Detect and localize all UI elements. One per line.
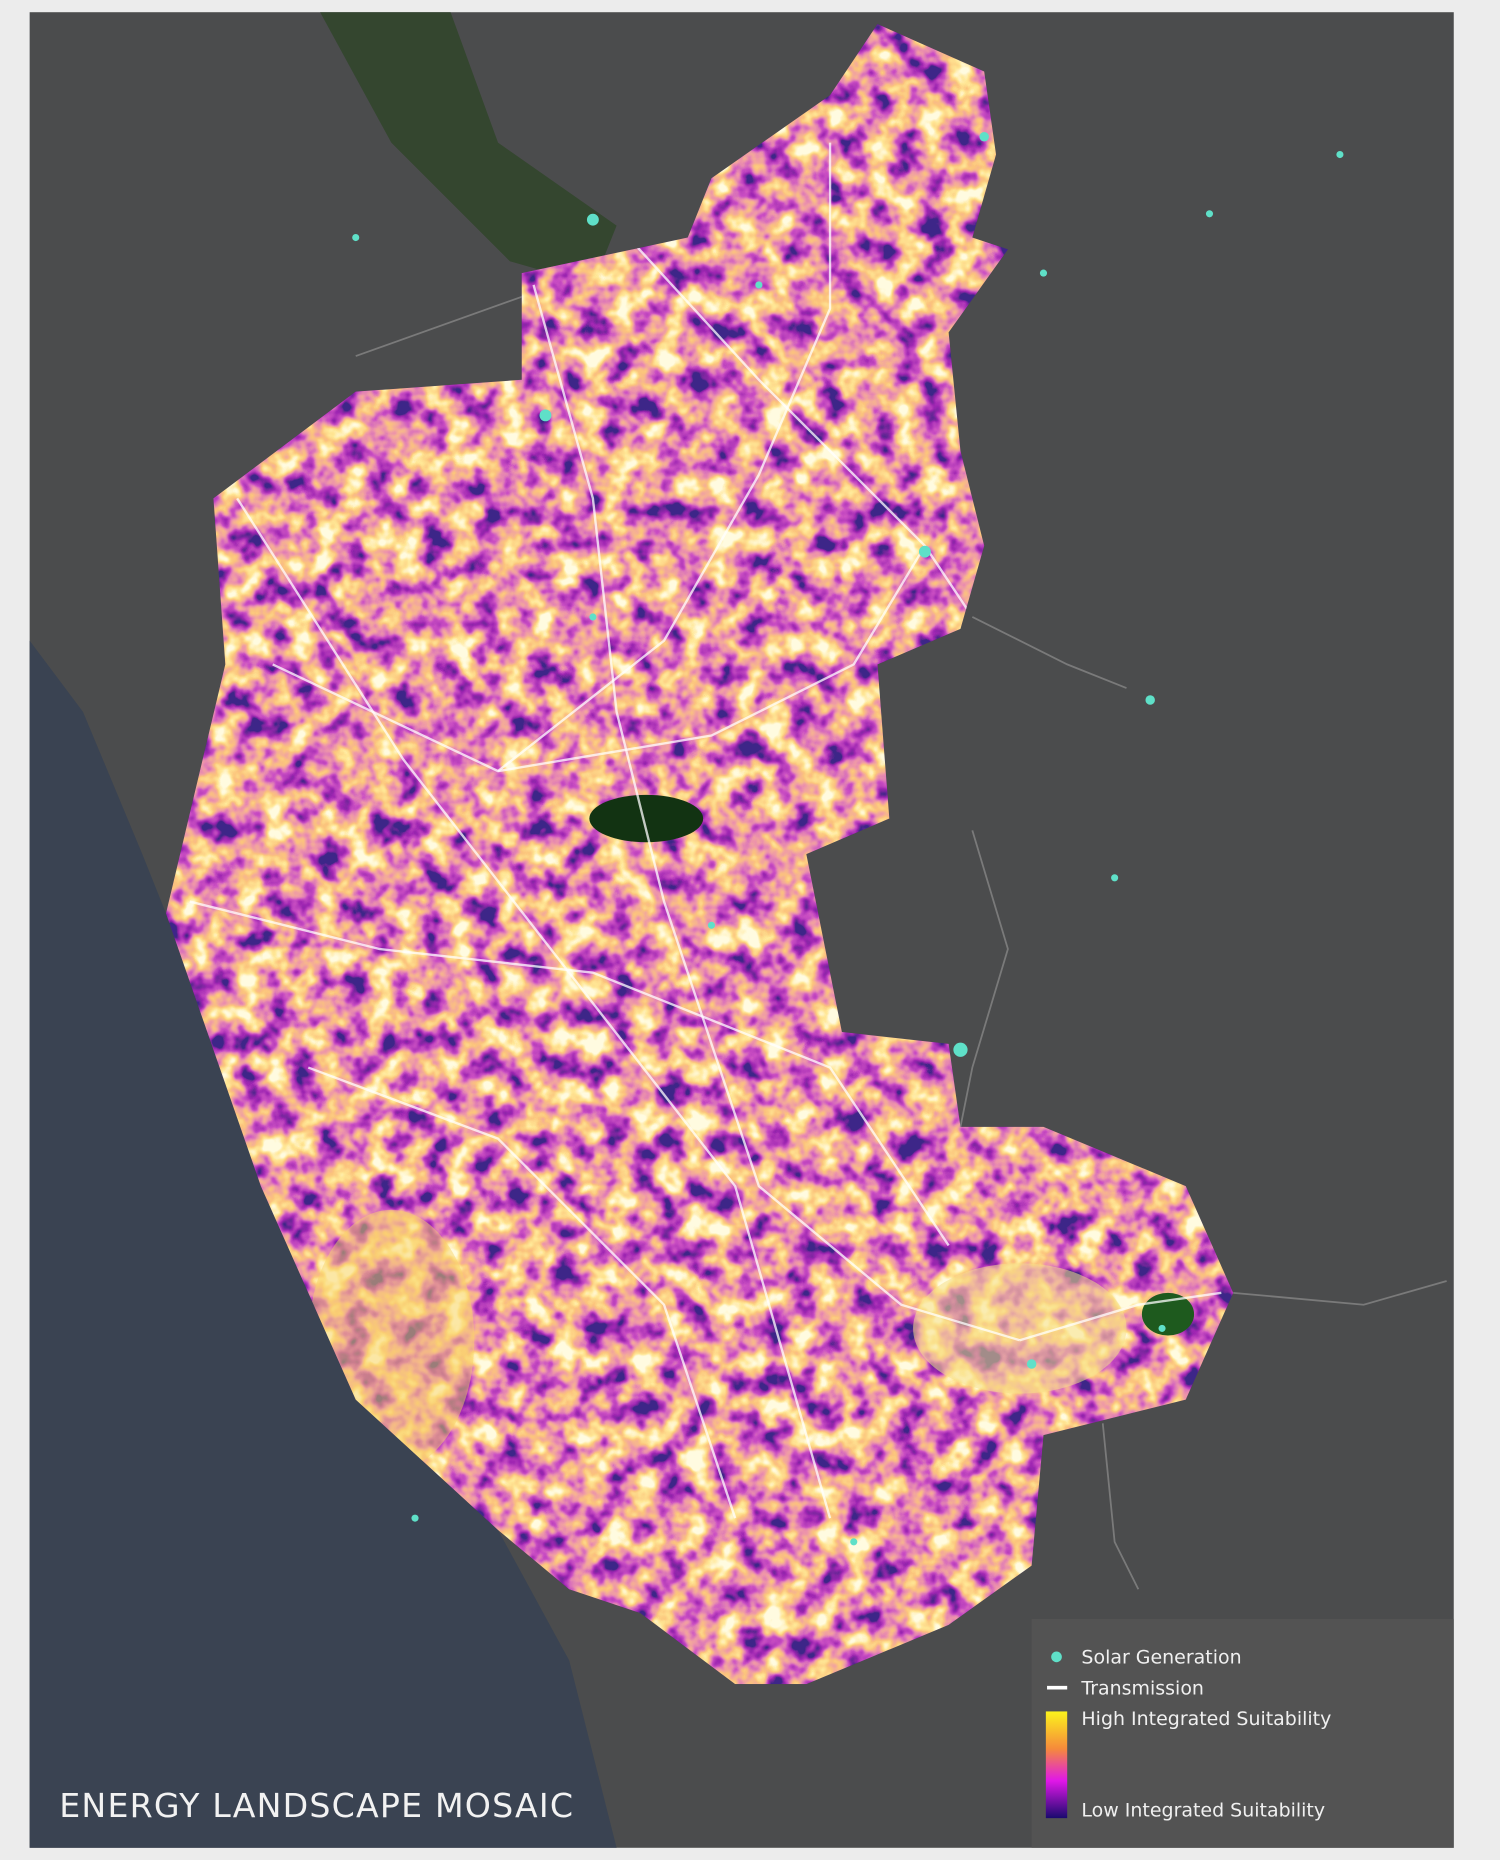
transmission-outside	[355, 295, 1447, 1590]
map-title: ENERGY LANDSCAPE MOSAIC	[59, 1786, 574, 1825]
legend-solar-symbol	[1051, 1651, 1062, 1663]
solar-points	[352, 131, 1344, 1546]
legend-scale-high: High Integrated Suitability	[1081, 1708, 1331, 1730]
legend-scale-low: Low Integrated Suitability	[1081, 1800, 1325, 1822]
legend-label: Transmission	[1080, 1677, 1204, 1699]
forest	[320, 12, 617, 285]
legend-label: Solar Generation	[1081, 1647, 1241, 1669]
legend-box	[1031, 1618, 1454, 1848]
legend-color-scale	[1045, 1711, 1068, 1819]
ocean	[29, 640, 617, 1848]
